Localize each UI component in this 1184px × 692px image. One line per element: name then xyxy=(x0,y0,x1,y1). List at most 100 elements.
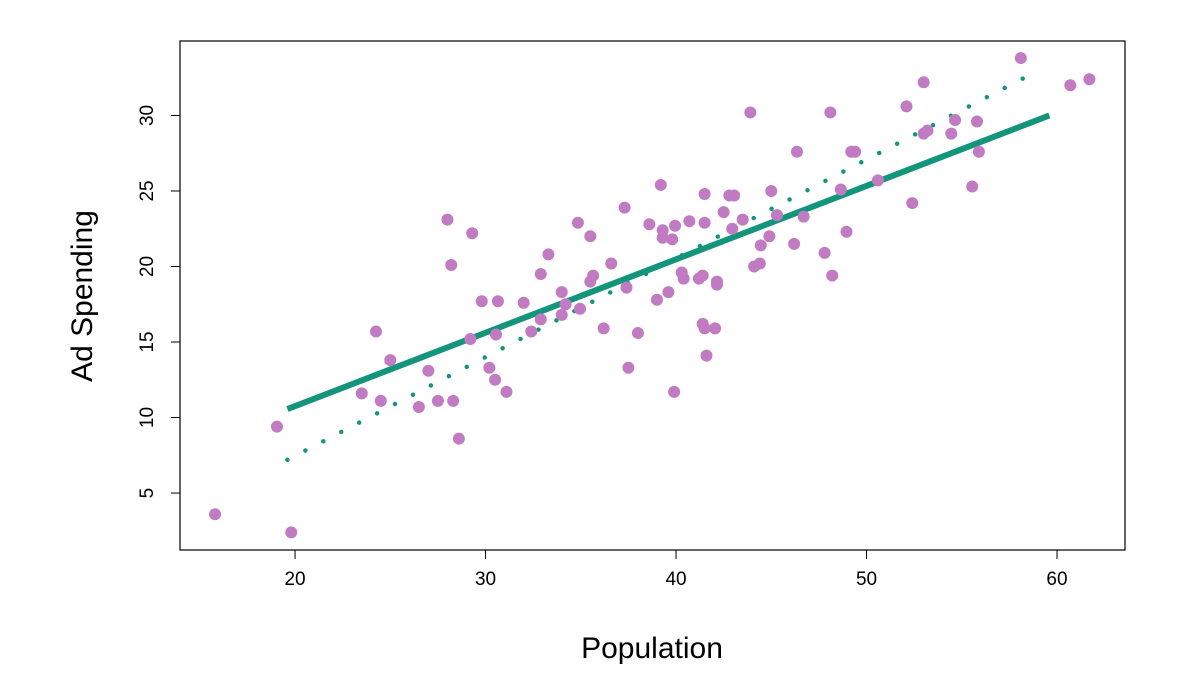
data-point xyxy=(574,302,587,315)
data-point xyxy=(447,394,460,407)
data-point xyxy=(452,432,465,445)
data-point xyxy=(788,237,801,250)
data-point xyxy=(587,269,600,282)
data-point xyxy=(534,268,547,281)
plot-frame xyxy=(179,40,1126,551)
data-point xyxy=(525,325,538,338)
y-axis-label: Ad Spending xyxy=(66,210,99,382)
data-point xyxy=(698,322,711,335)
fitted-line xyxy=(286,112,1051,412)
data-point xyxy=(700,349,713,362)
points xyxy=(209,52,1096,539)
data-point xyxy=(374,394,387,407)
data-point xyxy=(683,215,696,228)
data-point xyxy=(736,213,749,226)
data-point xyxy=(534,313,547,326)
data-point xyxy=(605,257,618,270)
data-point xyxy=(445,258,458,271)
data-point xyxy=(763,230,776,243)
data-point xyxy=(921,124,934,137)
data-point xyxy=(370,325,383,338)
y-tick-label: 15 xyxy=(137,331,158,352)
data-point xyxy=(285,526,298,539)
x-tick-label: 50 xyxy=(856,569,877,590)
data-point xyxy=(906,197,919,210)
data-point xyxy=(765,184,778,197)
data-point xyxy=(597,322,610,335)
data-point xyxy=(422,364,435,377)
data-point xyxy=(491,295,504,308)
data-point xyxy=(834,183,847,196)
data-point xyxy=(698,216,711,229)
y-tick-label: 5 xyxy=(137,488,158,499)
x-tick-label: 20 xyxy=(284,569,305,590)
data-point xyxy=(970,115,983,128)
data-point xyxy=(770,209,783,222)
data-point xyxy=(475,295,488,308)
data-point xyxy=(555,286,568,299)
data-point xyxy=(441,213,454,226)
data-point xyxy=(555,308,568,321)
data-point xyxy=(900,100,913,113)
data-point xyxy=(650,293,663,306)
data-point xyxy=(945,127,958,140)
data-point xyxy=(431,394,444,407)
data-point xyxy=(654,178,667,191)
y-tick-label: 30 xyxy=(137,105,158,126)
true-line-dotted xyxy=(285,70,1036,463)
data-point xyxy=(666,233,679,246)
data-point xyxy=(826,269,839,282)
data-point xyxy=(542,248,555,261)
data-point xyxy=(1064,79,1077,92)
data-point xyxy=(726,222,739,235)
y-tick-label: 10 xyxy=(137,407,158,428)
data-point xyxy=(668,385,681,398)
data-point xyxy=(669,219,682,232)
data-point xyxy=(972,145,985,158)
data-point xyxy=(917,76,930,89)
data-point xyxy=(489,373,502,386)
data-point xyxy=(709,322,722,335)
data-point xyxy=(490,328,503,341)
data-point xyxy=(464,332,477,345)
x-axis-label: Population xyxy=(581,632,723,665)
data-point xyxy=(571,216,584,229)
lines xyxy=(285,70,1051,463)
data-point xyxy=(744,106,757,119)
y-tick-label: 20 xyxy=(137,256,158,277)
data-point xyxy=(517,296,530,309)
x-axis: 20 30 40 50 60 xyxy=(284,549,1068,590)
data-point xyxy=(466,227,479,240)
data-point xyxy=(643,218,656,231)
data-point xyxy=(1083,73,1096,86)
data-point xyxy=(1014,52,1027,65)
x-tick-label: 60 xyxy=(1046,569,1067,590)
data-point xyxy=(797,210,810,223)
x-tick-label: 30 xyxy=(475,569,496,590)
data-point xyxy=(656,231,669,244)
data-point xyxy=(355,387,368,400)
data-point xyxy=(412,400,425,413)
x-tick-label: 40 xyxy=(665,569,686,590)
y-axis: 5 10 15 20 25 30 xyxy=(137,105,181,499)
data-point xyxy=(696,269,709,282)
data-point xyxy=(483,361,496,374)
data-point xyxy=(270,420,283,433)
data-point xyxy=(710,275,723,288)
data-point xyxy=(966,180,979,193)
data-point xyxy=(662,286,675,299)
data-point xyxy=(620,281,633,294)
data-point xyxy=(871,174,884,187)
data-point xyxy=(559,298,572,311)
data-point xyxy=(618,201,631,214)
data-point xyxy=(824,106,837,119)
data-point xyxy=(717,206,730,219)
data-point xyxy=(677,272,690,285)
data-point xyxy=(209,508,222,521)
data-point xyxy=(384,354,397,367)
data-point xyxy=(753,257,766,270)
data-point xyxy=(622,361,635,374)
data-point xyxy=(818,246,831,259)
y-tick-label: 25 xyxy=(137,180,158,201)
